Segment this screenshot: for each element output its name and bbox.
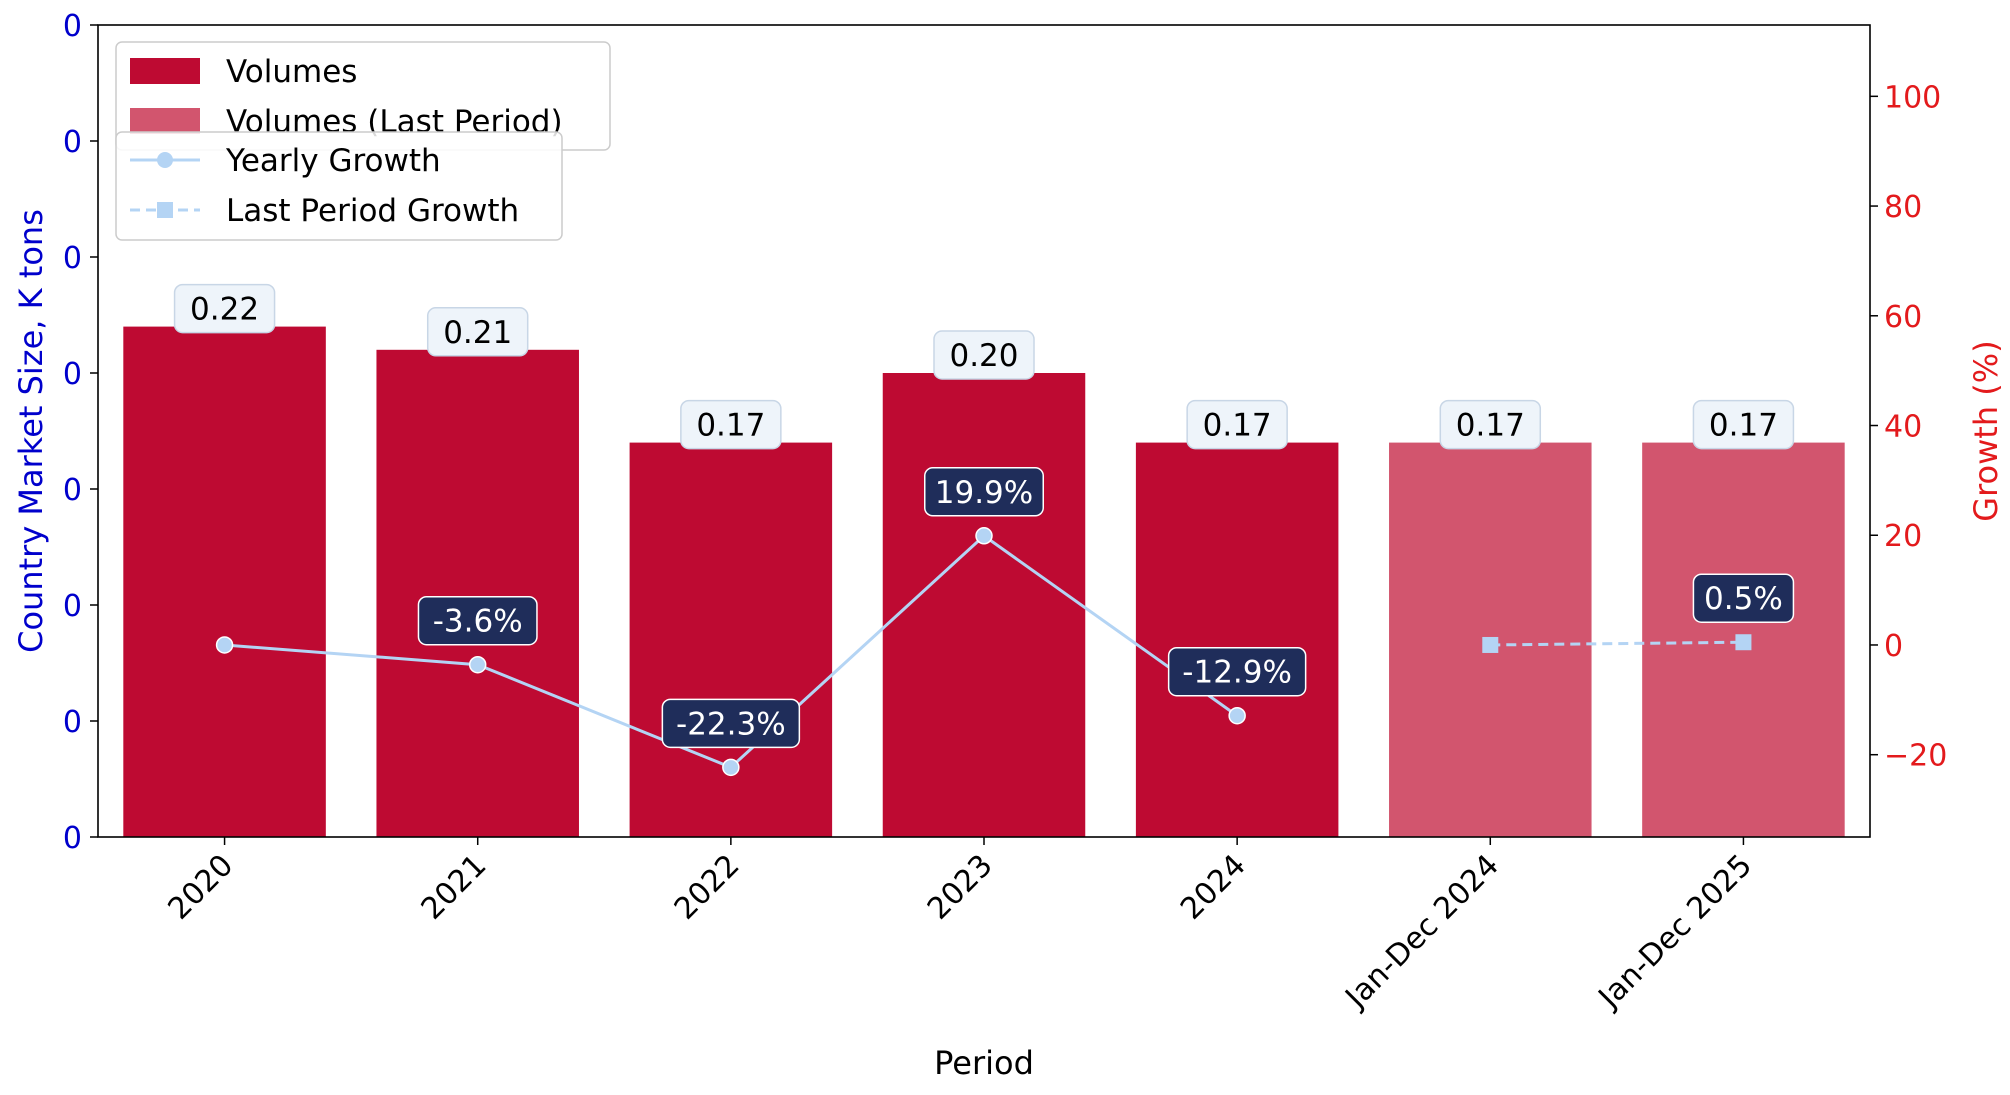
- point-yearly-growth-2023: [975, 527, 993, 545]
- point-yearly-growth-2022: [722, 758, 740, 777]
- y2-tick-label: 100: [1884, 80, 1941, 115]
- lines-layer: [215, 527, 1752, 777]
- growth-label-2022-text: -22.3%: [676, 706, 786, 742]
- x-tick-label-2022: 2022: [668, 848, 747, 927]
- value-label-2022-box: [680, 399, 782, 450]
- legend-label-last-period-growth: Last Period Growth: [226, 193, 519, 229]
- point-yearly-growth-2021: [468, 655, 487, 674]
- legend-marker-yearly-growth: [157, 152, 173, 168]
- y-tick-label: 0: [63, 589, 82, 624]
- legend: Volumes Volumes (Last Period) Yearly Gro…: [115, 41, 611, 241]
- bar-volumes-2021: [376, 349, 579, 837]
- value-label-2021-text: 0.21: [443, 315, 512, 351]
- y-tick-label: 0: [63, 821, 82, 856]
- value-label-jan-dec-2024-text: 0.17: [1456, 408, 1525, 444]
- y-tick-label: 0: [63, 125, 82, 160]
- point-last-period-growth-jan-dec-2025: [1735, 634, 1752, 651]
- growth-label-2024: -12.9%: [1167, 646, 1307, 697]
- point-last-period-growth-jan-dec-2024: [1482, 636, 1499, 653]
- value-label-2020: 0.22: [173, 283, 276, 334]
- legend-label-yearly-growth: Yearly Growth: [225, 143, 441, 179]
- growth-label-2023-box: [924, 467, 1044, 517]
- x-tick-label-2024: 2024: [1174, 848, 1253, 927]
- y2-tick-label: −20: [1884, 739, 1947, 774]
- y-tick-label: 0: [63, 473, 82, 508]
- bars-layer: [123, 326, 1845, 837]
- value-label-2023-box: [933, 330, 1035, 380]
- value-label-2022: 0.17: [680, 399, 782, 450]
- value-label-jan-dec-2025-box: [1692, 399, 1795, 450]
- growth-label-jan-dec-2025: 0.5%: [1692, 573, 1795, 623]
- growth-label-2022: -22.3%: [661, 698, 801, 749]
- x-tick-label-jan-dec-2024: Jan-Dec 2024: [1338, 848, 1506, 1016]
- growth-label-2023-text: 19.9%: [935, 475, 1033, 511]
- value-label-2024: 0.17: [1186, 399, 1288, 450]
- x-tick-label-2023: 2023: [921, 848, 1000, 927]
- bar-volumes-2023: [882, 373, 1086, 837]
- value-label-2022-text: 0.17: [696, 408, 765, 444]
- value-label-2020-text: 0.22: [190, 292, 259, 328]
- y-tick-label: 0: [63, 241, 82, 276]
- bar-volumes-2020: [123, 326, 326, 837]
- x-tick-label-2020: 2020: [161, 848, 240, 927]
- x-axis-title: Period: [934, 1044, 1034, 1082]
- x-tick-label-jan-dec-2025: Jan-Dec 2025: [1591, 848, 1759, 1016]
- bar-volumes-2024: [1135, 442, 1339, 837]
- y2-axis-title: Growth (%): [1967, 340, 2005, 521]
- y2-tick-label: 40: [1884, 410, 1922, 445]
- y2-tick-label: 20: [1884, 519, 1922, 554]
- y-axis-title: Country Market Size, K tons: [12, 209, 50, 653]
- value-label-2023: 0.20: [933, 330, 1035, 380]
- legend-marker-last-period-growth: [157, 202, 173, 218]
- value-label-jan-dec-2025-text: 0.17: [1709, 408, 1778, 444]
- value-label-2024-text: 0.17: [1203, 408, 1272, 444]
- y-tick-label: 0: [63, 357, 82, 392]
- bar-volumes-2022: [629, 442, 833, 837]
- y2-tick-label: 60: [1884, 300, 1922, 335]
- legend-box-growth: [115, 131, 563, 241]
- y-tick-label: 0: [63, 9, 82, 44]
- growth-label-jan-dec-2025-box: [1692, 573, 1795, 623]
- growth-label-jan-dec-2025-text: 0.5%: [1704, 581, 1783, 617]
- legend-swatch-volumes-last-period: [130, 108, 200, 134]
- legend-swatch-volumes: [130, 58, 200, 84]
- growth-label-2024-text: -12.9%: [1182, 655, 1292, 691]
- value-label-2021-box: [426, 307, 529, 357]
- point-yearly-growth-2024: [1228, 706, 1246, 725]
- value-label-2020-box: [173, 283, 276, 334]
- labels-layer: 0.22 0.21 0.17 0.20 0.17 0.17 0.17 -3.6% -22.3% 1…: [173, 283, 1795, 749]
- value-label-jan-dec-2024-box: [1439, 399, 1542, 450]
- growth-label-2023: 19.9%: [924, 467, 1044, 517]
- x-tick-label-2021: 2021: [415, 848, 494, 927]
- growth-label-2021: -3.6%: [417, 595, 538, 646]
- growth-label-2021-box: [417, 595, 538, 646]
- value-label-2021: 0.21: [426, 307, 529, 357]
- value-label-jan-dec-2024: 0.17: [1439, 399, 1542, 450]
- value-label-2023-text: 0.20: [949, 338, 1018, 374]
- legend-label-volumes: Volumes: [226, 54, 357, 90]
- growth-label-2021-text: -3.6%: [433, 604, 523, 640]
- y-tick-label: 0: [63, 705, 82, 740]
- growth-label-2022-box: [661, 698, 801, 749]
- value-label-2024-box: [1186, 399, 1288, 450]
- line-last-period-growth: [1490, 640, 1744, 647]
- y2-tick-label: 80: [1884, 190, 1922, 225]
- value-label-jan-dec-2025: 0.17: [1692, 399, 1795, 450]
- growth-label-2024-box: [1167, 646, 1307, 697]
- point-yearly-growth-2020: [215, 636, 234, 654]
- y2-tick-label: 0: [1884, 629, 1903, 664]
